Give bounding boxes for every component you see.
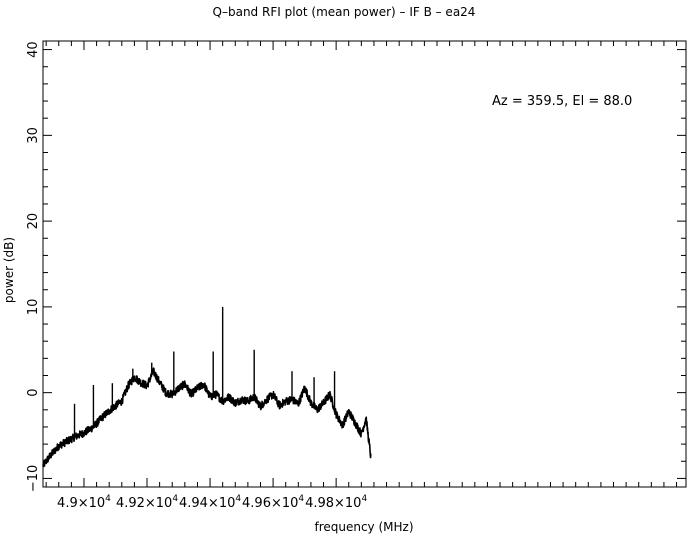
- x-tick-label-0: 4.9×104: [57, 494, 111, 511]
- plot-frame: [42, 40, 687, 488]
- az-el-annotation: Az = 359.5, El = 88.0: [492, 94, 632, 109]
- spike-group: [73, 306, 336, 438]
- y-tick-label-3: 20: [26, 213, 41, 230]
- x-tick-label-4: 4.98×104: [305, 494, 367, 511]
- x-tick-label-2: 4.94×104: [179, 494, 241, 511]
- y-tick-label-2: 10: [26, 299, 41, 316]
- y-axis-ticks: [43, 49, 686, 479]
- x-axis-tick-labels: 4.9×104 4.92×104 4.94×104 4.96×104 4.98×104: [57, 494, 367, 511]
- x-axis-label: frequency (MHz): [314, 520, 413, 534]
- y-tick-label-5: 40: [26, 41, 41, 58]
- x-tick-label-1: 4.92×104: [116, 494, 178, 511]
- series-group: [42, 367, 372, 468]
- x-tick-label-3: 4.96×104: [242, 494, 304, 511]
- series-line: [42, 367, 372, 468]
- y-axis-tick-labels: −10 0 10 20 30 40: [26, 41, 41, 492]
- x-axis-ticks: [45, 41, 678, 487]
- y-tick-label-0: −10: [26, 465, 41, 492]
- y-tick-label-4: 30: [26, 127, 41, 144]
- chart-title: Q–band RFI plot (mean power) – IF B – ea…: [213, 5, 476, 19]
- y-axis-label: power (dB): [2, 237, 16, 303]
- y-tick-label-1: 0: [26, 389, 41, 397]
